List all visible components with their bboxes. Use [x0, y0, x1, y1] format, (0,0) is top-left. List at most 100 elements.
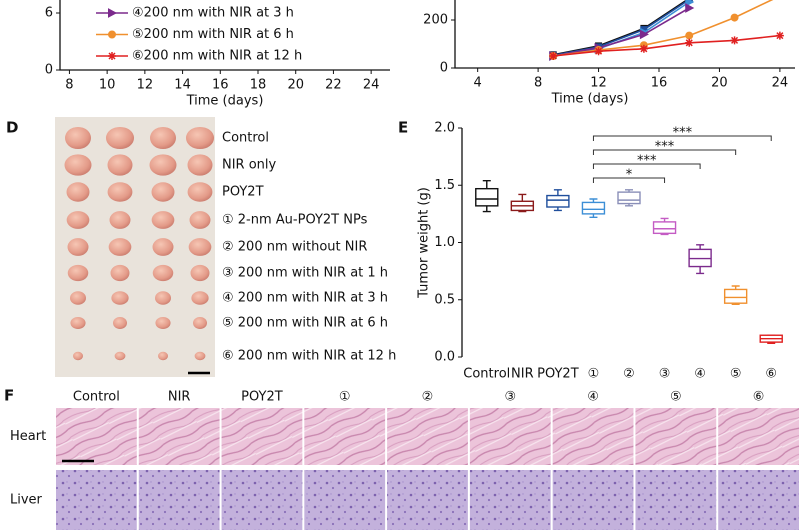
tumor	[73, 351, 83, 361]
tissue-image	[635, 408, 717, 465]
row-label: Liver	[10, 493, 43, 508]
tumor	[152, 264, 174, 282]
series-line	[553, 0, 689, 56]
x-axis-title: Time (days)	[186, 94, 264, 109]
series-line	[553, 0, 774, 57]
column-label: ⑥	[753, 390, 765, 405]
box	[617, 191, 641, 205]
marker	[549, 52, 558, 60]
panel-label: E	[398, 119, 408, 137]
tumor	[152, 238, 174, 256]
marker	[685, 38, 694, 47]
tissue-image	[138, 470, 220, 530]
tumor	[155, 317, 171, 329]
significance-bracket	[592, 177, 666, 183]
plot-area	[549, 0, 784, 61]
y-tick-label: 200	[423, 13, 448, 28]
x-tick-label: 16	[212, 78, 229, 93]
tissue-image	[304, 470, 386, 530]
series-line	[553, 0, 690, 57]
y-tick-label: 6	[45, 6, 53, 21]
box	[652, 221, 677, 235]
x-tick-label: 20	[287, 78, 304, 93]
significance-bracket	[592, 149, 737, 155]
x-tick-label: 20	[711, 76, 728, 91]
tumor	[67, 264, 89, 282]
box	[475, 187, 499, 207]
tissue-image	[56, 470, 137, 530]
tissue-image	[552, 408, 634, 465]
significance-label: *	[626, 168, 633, 183]
tissue-image	[304, 408, 386, 465]
group-label: ⑤ 200 nm with NIR at 6 h	[222, 316, 388, 331]
x-tick-label: ③	[659, 367, 671, 382]
marker	[639, 44, 648, 53]
tumor	[151, 211, 175, 229]
x-tick-label: 8	[65, 78, 73, 93]
group-label: ③ 200 nm with NIR at 1 h	[222, 266, 388, 281]
tissue-image	[221, 470, 303, 530]
tissue-image	[138, 408, 220, 465]
tumor	[70, 291, 86, 305]
y-axis-title: Tumor weight (g)	[417, 187, 432, 299]
row-label: Heart	[10, 429, 46, 444]
x-tick-label: ①	[588, 367, 600, 382]
significance-bracket	[592, 135, 772, 141]
tumor	[188, 238, 212, 256]
tissue-image	[387, 408, 468, 465]
x-tick-label: 10	[99, 78, 116, 93]
significance-label: ***	[637, 154, 657, 169]
tumor	[107, 154, 133, 176]
legend-label: ⑤200 nm with NIR at 6 h	[132, 27, 294, 42]
marker	[730, 36, 739, 45]
x-tick-label: 24	[772, 76, 789, 91]
x-tick-label: POY2T	[537, 367, 579, 382]
tumor	[107, 182, 133, 202]
tumor	[66, 182, 90, 202]
tumor	[189, 211, 211, 229]
tumor	[105, 126, 135, 150]
panel-label: F	[4, 387, 14, 405]
tissue-image	[718, 470, 799, 530]
tumor	[109, 211, 131, 229]
x-tick-label: 12	[590, 76, 607, 91]
tumor	[193, 317, 207, 329]
column-label: POY2T	[241, 390, 283, 405]
tumor	[114, 351, 126, 361]
group-label: ④ 200 nm with NIR at 3 h	[222, 291, 388, 306]
significance-label: ***	[655, 140, 675, 155]
tissue-image	[387, 470, 468, 530]
tissue-image	[718, 408, 799, 465]
tumor	[110, 264, 130, 282]
box	[723, 288, 748, 304]
x-tick-label: 14	[174, 78, 191, 93]
x-tick-label: 16	[651, 76, 668, 91]
x-tick-label: 4	[474, 76, 482, 91]
x-tick-label: ②	[623, 367, 635, 382]
x-tick-label: 8	[534, 76, 542, 91]
tissue-image	[56, 408, 137, 465]
tumor	[194, 351, 206, 361]
marker	[108, 8, 118, 18]
series-line	[553, 7, 690, 57]
tissue-image	[469, 470, 551, 530]
y-tick-label: 2.0	[434, 121, 455, 136]
tissue-image	[635, 470, 717, 530]
group-label: NIR only	[222, 158, 277, 173]
group-label: POY2T	[222, 185, 264, 200]
tissue-image	[552, 470, 634, 530]
tissue-image	[221, 408, 303, 465]
y-tick-label: 1.0	[434, 235, 455, 250]
legend-label: ⑥200 nm with NIR at 12 h	[132, 49, 302, 64]
tissue-image	[469, 408, 551, 465]
tumor	[158, 351, 168, 361]
marker	[594, 47, 603, 56]
tumor	[185, 126, 215, 150]
column-label: ②	[422, 390, 434, 405]
panel-label: D	[6, 119, 18, 137]
tumor	[70, 317, 86, 329]
tumor	[155, 291, 171, 305]
tumor	[151, 182, 175, 202]
column-label: NIR	[168, 390, 191, 405]
column-label: ③	[504, 390, 516, 405]
